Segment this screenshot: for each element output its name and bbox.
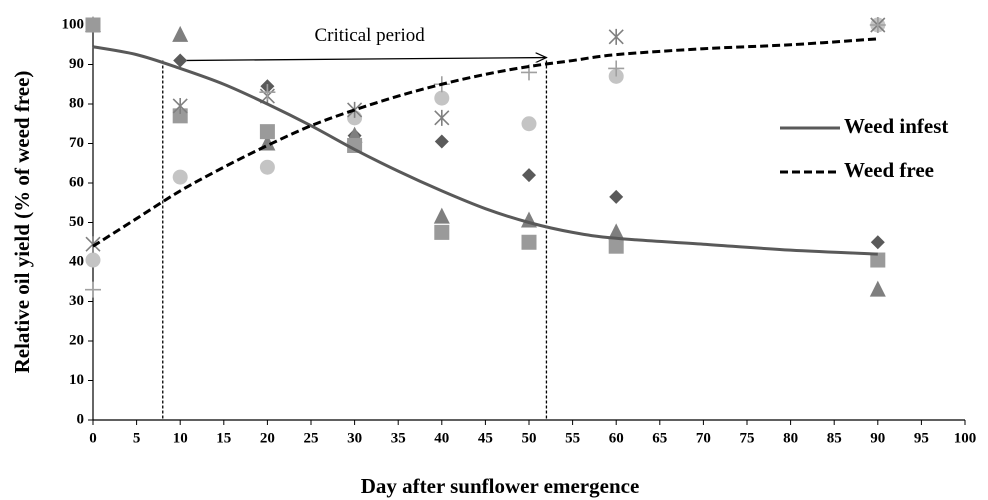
point	[434, 109, 450, 126]
x-tick-label: 75	[740, 430, 755, 446]
point	[608, 60, 625, 77]
x-tick-label: 100	[954, 430, 977, 446]
point	[433, 207, 450, 224]
point	[172, 169, 188, 185]
y-tick-label: 30	[69, 293, 84, 309]
point	[259, 84, 276, 101]
x-tick-label: 40	[434, 430, 449, 446]
x-tick-label: 90	[870, 430, 885, 446]
point	[869, 17, 886, 33]
x-tick-label: 5	[133, 430, 141, 446]
y-axis-label: Relative oil yield (% of weed free)	[10, 71, 34, 374]
point	[870, 235, 885, 250]
point	[85, 281, 101, 298]
y-tick-label: 20	[69, 332, 84, 348]
x-tick-label: 10	[173, 430, 188, 446]
point	[608, 238, 624, 254]
point	[259, 124, 275, 140]
x-tick-label: 65	[652, 430, 667, 446]
point	[172, 108, 188, 124]
y-tick-label: 80	[69, 95, 84, 111]
point	[85, 17, 101, 33]
point	[85, 252, 101, 268]
y-tick-label: 10	[69, 372, 84, 388]
x-tick-label: 70	[696, 430, 711, 446]
x-tick-label: 55	[565, 430, 580, 446]
y-tick-label: 0	[77, 411, 85, 427]
x-tick-label: 25	[304, 430, 319, 446]
critical-arrow	[175, 58, 547, 61]
x-tick-label: 0	[89, 430, 97, 446]
point	[434, 224, 450, 240]
y-tick-label: 60	[69, 174, 84, 190]
x-tick-label: 60	[609, 430, 624, 446]
x-axis-label: Day after sunflower emergence	[361, 474, 640, 498]
point	[347, 137, 363, 153]
point	[609, 189, 624, 204]
x-tick-label: 50	[522, 430, 537, 446]
point	[608, 223, 625, 240]
x-tick-label: 35	[391, 430, 406, 446]
y-tick-label: 90	[69, 56, 84, 72]
legend-label: Weed infest	[844, 114, 948, 138]
x-tick-label: 95	[914, 430, 929, 446]
y-tick-label: 40	[69, 253, 84, 269]
x-tick-label: 85	[827, 430, 842, 446]
point	[173, 53, 188, 68]
point	[434, 134, 449, 149]
y-tick-label: 70	[69, 135, 84, 151]
y-tick-label: 100	[62, 16, 85, 32]
legend-label: Weed free	[844, 158, 934, 182]
point	[521, 234, 537, 250]
point	[259, 159, 275, 175]
annotation-text: Critical period	[314, 25, 425, 46]
x-tick-label: 15	[216, 430, 231, 446]
point	[522, 168, 536, 183]
point	[172, 25, 189, 42]
point	[434, 90, 450, 106]
point	[521, 116, 537, 132]
x-tick-label: 30	[347, 430, 362, 446]
point	[85, 236, 101, 253]
point	[869, 280, 886, 297]
point	[608, 28, 624, 45]
fit-line	[92, 45, 878, 256]
point	[172, 97, 188, 114]
x-tick-label: 20	[260, 430, 275, 446]
x-tick-label: 45	[478, 430, 493, 446]
fit-line	[92, 37, 878, 248]
x-tick-label: 80	[783, 430, 798, 446]
point	[870, 252, 886, 268]
y-tick-label: 50	[69, 214, 84, 230]
